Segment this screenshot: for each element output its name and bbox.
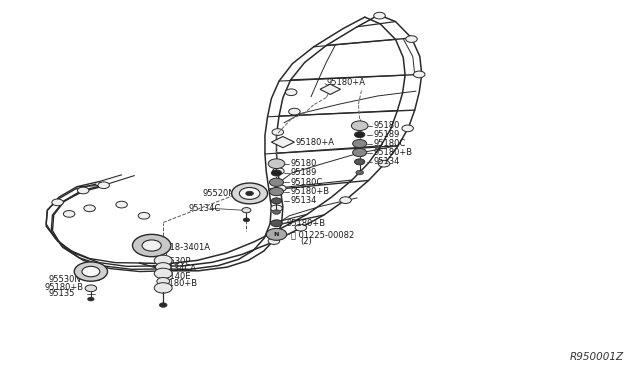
Circle shape: [154, 268, 172, 279]
Circle shape: [88, 297, 94, 301]
Text: 95520N: 95520N: [202, 189, 235, 198]
Circle shape: [271, 170, 282, 176]
Text: 95180+B: 95180+B: [45, 283, 84, 292]
Text: 95180: 95180: [374, 121, 400, 130]
Text: 95180+A: 95180+A: [296, 138, 335, 147]
Circle shape: [154, 255, 172, 266]
Circle shape: [157, 278, 170, 285]
Text: 95134C: 95134C: [188, 204, 220, 213]
Circle shape: [239, 187, 260, 199]
Circle shape: [98, 182, 109, 189]
Circle shape: [275, 185, 286, 192]
Circle shape: [353, 140, 367, 148]
Text: 95189: 95189: [374, 130, 400, 139]
Text: 95530N: 95530N: [49, 275, 81, 284]
Text: ⓝ 01225-00082: ⓝ 01225-00082: [291, 230, 355, 239]
Text: 95189: 95189: [291, 169, 317, 177]
Text: 95134CA: 95134CA: [159, 264, 196, 273]
Polygon shape: [320, 84, 340, 94]
Circle shape: [243, 218, 250, 222]
Text: 95180+B: 95180+B: [291, 187, 330, 196]
Circle shape: [271, 205, 282, 212]
Circle shape: [271, 198, 282, 204]
Circle shape: [77, 187, 89, 194]
Text: (2): (2): [300, 237, 312, 246]
Text: 95180+B: 95180+B: [374, 148, 413, 157]
Circle shape: [295, 224, 307, 231]
Circle shape: [378, 160, 390, 167]
Circle shape: [52, 199, 63, 206]
Circle shape: [353, 148, 367, 157]
Circle shape: [413, 71, 425, 78]
Circle shape: [271, 220, 282, 227]
Circle shape: [132, 234, 171, 257]
Circle shape: [351, 121, 368, 131]
Circle shape: [63, 211, 75, 217]
Circle shape: [273, 168, 284, 174]
Text: 95180+B: 95180+B: [287, 219, 326, 228]
Circle shape: [232, 183, 268, 204]
Circle shape: [340, 197, 351, 203]
Circle shape: [266, 228, 287, 240]
Circle shape: [138, 212, 150, 219]
Circle shape: [289, 108, 300, 115]
Text: 95135: 95135: [49, 289, 75, 298]
Circle shape: [374, 12, 385, 19]
Circle shape: [402, 125, 413, 132]
Text: ⓝ 08918-3401A: ⓝ 08918-3401A: [146, 243, 210, 251]
Text: 95530P: 95530P: [160, 257, 191, 266]
Circle shape: [269, 187, 284, 196]
Circle shape: [242, 208, 251, 213]
Circle shape: [246, 191, 253, 196]
Text: 95134: 95134: [291, 196, 317, 205]
Circle shape: [82, 266, 100, 277]
Text: N: N: [274, 232, 279, 237]
Text: (8): (8): [156, 249, 168, 258]
Circle shape: [273, 210, 280, 214]
Text: 95180C: 95180C: [291, 178, 323, 187]
Circle shape: [142, 240, 161, 251]
Text: R950001Z: R950001Z: [570, 352, 624, 362]
Circle shape: [156, 263, 171, 272]
Circle shape: [84, 205, 95, 212]
Circle shape: [268, 238, 280, 244]
Circle shape: [406, 36, 417, 42]
Circle shape: [268, 159, 285, 169]
Circle shape: [272, 129, 284, 135]
Circle shape: [269, 178, 284, 186]
Text: 95180+A: 95180+A: [326, 78, 365, 87]
Circle shape: [285, 89, 297, 96]
Circle shape: [85, 285, 97, 292]
Circle shape: [355, 132, 365, 138]
Circle shape: [154, 283, 172, 293]
Text: 95180: 95180: [291, 159, 317, 168]
Polygon shape: [271, 137, 294, 148]
Text: 95134: 95134: [374, 157, 400, 166]
Circle shape: [356, 170, 364, 175]
Text: 95180+B: 95180+B: [159, 279, 198, 288]
Circle shape: [116, 201, 127, 208]
Text: 95140E: 95140E: [160, 272, 191, 280]
Circle shape: [159, 303, 167, 307]
Circle shape: [74, 262, 108, 281]
Circle shape: [355, 159, 365, 165]
Text: 95180C: 95180C: [374, 139, 406, 148]
